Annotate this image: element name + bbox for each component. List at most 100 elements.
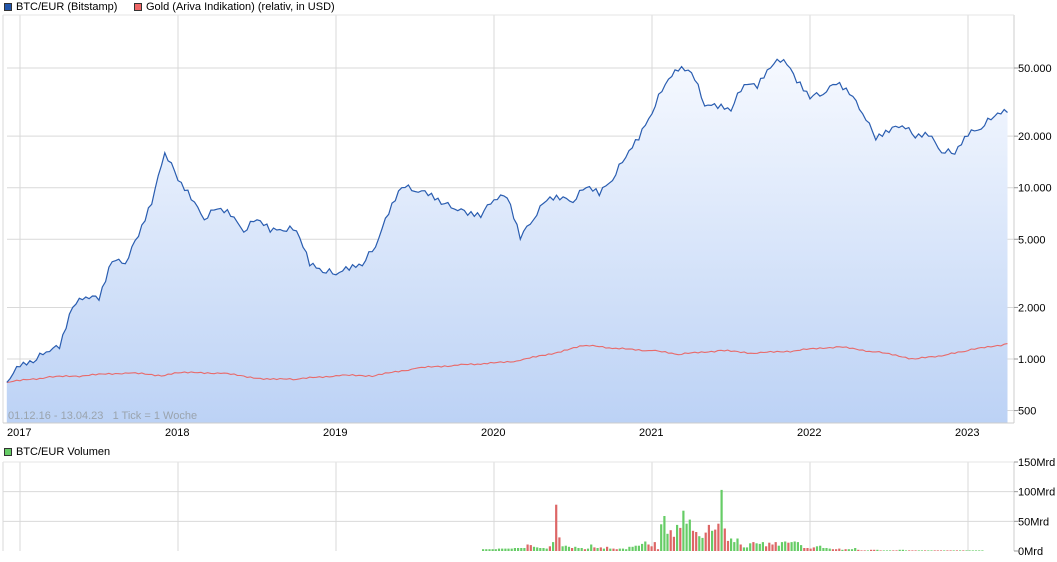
volume-bar	[618, 548, 621, 551]
volume-bar	[828, 548, 831, 551]
x-axis-label: 2022	[797, 427, 821, 439]
volume-bar	[803, 548, 806, 551]
volume-bar	[959, 550, 962, 551]
volume-bar	[676, 524, 679, 551]
volume-bar	[577, 548, 580, 551]
volume-bar	[720, 489, 723, 551]
volume-bar	[901, 549, 904, 551]
volume-bar	[920, 550, 923, 551]
volume-bar	[523, 548, 526, 551]
volume-bar	[835, 549, 838, 551]
legend-gold[interactable]: Gold (Ariva Indikation) (relativ, in USD…	[134, 1, 335, 13]
volume-bar	[780, 542, 784, 551]
x-axis-label: 2017	[7, 427, 31, 439]
volume-bar	[895, 550, 898, 551]
gold-line	[6, 343, 1008, 383]
volume-bar	[602, 548, 605, 551]
volume-bar	[879, 550, 882, 551]
volume-bar	[815, 546, 819, 551]
volume-bar	[790, 542, 793, 551]
main-frame	[2, 14, 1015, 424]
volume-bar	[971, 550, 974, 551]
volume-bar	[679, 527, 682, 551]
volume-bars	[482, 489, 984, 551]
volume-bar	[838, 548, 841, 551]
volume-bar	[917, 550, 920, 551]
volume-bar	[660, 524, 663, 551]
volume-bar	[765, 546, 768, 551]
volume-axis-label: 0Mrd	[1018, 546, 1043, 558]
legend-swatch-btc	[4, 3, 12, 11]
volume-bar	[688, 519, 691, 551]
x-axis-label: 2019	[323, 427, 347, 439]
volume-bar	[733, 542, 736, 551]
volume-bar	[860, 550, 863, 551]
volume-bar	[892, 550, 895, 551]
volume-bar	[930, 550, 933, 551]
volume-bar	[978, 550, 981, 551]
volume-bar	[685, 523, 688, 551]
volume-bar	[539, 548, 542, 551]
volume-bar	[656, 549, 660, 551]
btc-area-fill	[6, 59, 1008, 424]
volume-bar	[491, 549, 494, 551]
y-axis-label: 5.000	[1018, 234, 1046, 246]
volume-bar	[933, 550, 936, 551]
volume-bar	[701, 537, 704, 551]
volume-bar	[866, 550, 869, 551]
volume-bar	[698, 536, 701, 551]
volume-bar	[870, 549, 873, 551]
volume-bar	[841, 549, 844, 551]
volume-axis-labels: 150Mrd 100Mrd 50Mrd 0Mrd	[1014, 457, 1055, 558]
volume-bar	[739, 544, 742, 551]
volume-bar	[946, 550, 949, 551]
volume-bar	[949, 550, 952, 551]
volume-bar	[548, 546, 551, 551]
legend-btc[interactable]: BTC/EUR (Bitstamp)	[4, 1, 117, 13]
volume-bar	[793, 541, 796, 551]
volume-bar	[955, 550, 958, 551]
volume-bar	[863, 550, 866, 551]
legend-swatch-volume	[4, 448, 12, 456]
volume-bar	[663, 516, 666, 551]
volume-bar	[606, 546, 609, 551]
volume-axis-label: 150Mrd	[1018, 457, 1055, 469]
volume-bar	[650, 546, 653, 551]
volume-bar	[726, 540, 730, 551]
volume-bar	[974, 550, 978, 551]
legend-volume[interactable]: BTC/EUR Volumen	[4, 446, 110, 458]
volume-bar	[819, 545, 822, 551]
volume-bar	[806, 548, 809, 551]
volume-bar	[485, 549, 488, 551]
volume-bar	[526, 544, 529, 551]
volume-bar	[707, 524, 710, 551]
volume-bar	[809, 548, 812, 551]
volume-bar	[637, 545, 640, 551]
volume-bar	[612, 548, 615, 551]
volume-bar	[599, 547, 602, 551]
volume-bar	[822, 548, 825, 551]
volume-bar	[898, 549, 901, 551]
volume-bar	[904, 550, 908, 551]
volume-bar	[574, 546, 577, 551]
volume-bar	[736, 538, 739, 551]
volume-bar	[771, 544, 774, 551]
volume-axis-label: 100Mrd	[1018, 487, 1055, 499]
volume-bar	[761, 542, 764, 551]
volume-bar	[682, 510, 685, 551]
volume-bar	[590, 544, 593, 551]
volume-bar	[593, 547, 596, 551]
volume-bar	[501, 548, 504, 551]
volume-bar	[628, 546, 631, 551]
volume-bar	[847, 549, 850, 551]
volume-bar	[625, 549, 628, 551]
volume-bar	[889, 550, 892, 551]
volume-bar	[844, 549, 847, 551]
x-axis-label: 2018	[165, 427, 189, 439]
volume-bar	[609, 548, 612, 551]
volume-bar	[520, 548, 523, 551]
volume-bar	[825, 548, 828, 551]
volume-bar	[876, 549, 879, 551]
volume-bar	[621, 548, 625, 551]
